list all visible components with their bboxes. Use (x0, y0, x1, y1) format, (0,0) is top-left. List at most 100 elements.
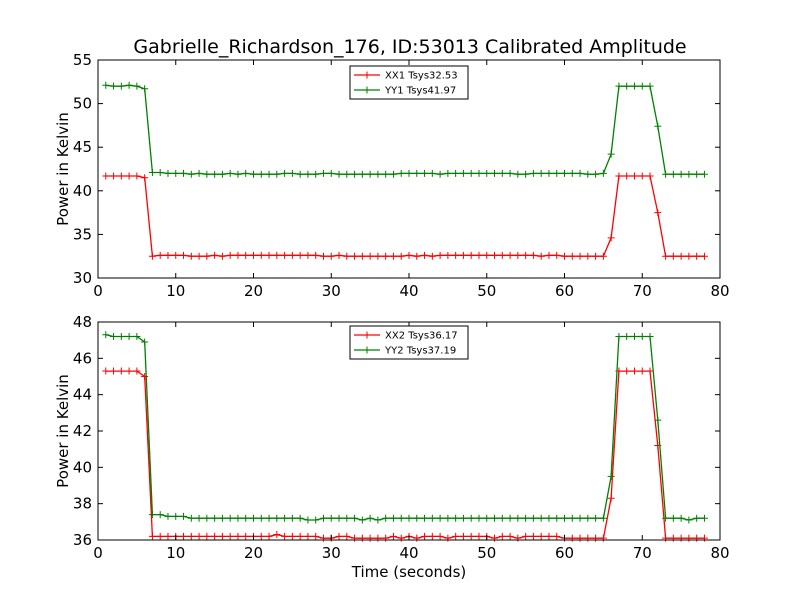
lower-x-tick-label: 20 (244, 544, 263, 562)
upper-series-1-point (436, 251, 444, 259)
lower-series-1-point (156, 532, 164, 540)
lower-series-1-point (662, 534, 670, 542)
upper-series-2-point (545, 169, 553, 177)
upper-series-1-point (584, 252, 592, 260)
lower-series-2-point (452, 514, 460, 522)
upper-series-1-point (374, 252, 382, 260)
lower-series-2-point (234, 514, 242, 522)
upper-series-1-point (623, 172, 631, 180)
lower-series-2-point (273, 514, 281, 522)
upper-series-2-point (211, 170, 219, 178)
lower-series-2-point (374, 516, 382, 524)
lower-series-1-point (669, 534, 677, 542)
upper-series-2-point (382, 170, 390, 178)
lower-legend-label-1: XX2 Tsys36.17 (385, 331, 458, 342)
upper-series-2-point (654, 122, 662, 130)
lower-series-2-point (428, 514, 436, 522)
lower-series-1-point (413, 534, 421, 542)
lower-series-2-point (296, 514, 304, 522)
upper-series-1-point (125, 172, 133, 180)
lower-series-2-point (654, 416, 662, 424)
lower-series-2-point (195, 514, 203, 522)
upper-series-2-point (117, 82, 125, 90)
upper-series-2-point (296, 170, 304, 178)
lower-series-2-point (662, 514, 670, 522)
upper-y-axis-label: Power in Kelvin (54, 112, 72, 226)
lower-series-2-point (257, 514, 265, 522)
upper-series-1-point (444, 251, 452, 259)
upper-series-2-point (351, 170, 359, 178)
lower-series-2-point (436, 514, 444, 522)
upper-y-tick-label: 40 (73, 182, 92, 200)
upper-legend-label-1: XX1 Tsys32.53 (385, 71, 458, 82)
upper-series-1-point (226, 251, 234, 259)
lower-series-2-point (133, 333, 141, 341)
lower-series-2-point (413, 514, 421, 522)
upper-series-1-point (117, 172, 125, 180)
lower-series-2-point (405, 514, 413, 522)
upper-series-1-point (537, 252, 545, 260)
upper-series-2-point (288, 169, 296, 177)
upper-series-2-point (522, 170, 530, 178)
lower-series-2-point (685, 516, 693, 524)
upper-series-2-point (125, 81, 133, 89)
lower-series-2-point (148, 511, 156, 519)
upper-series-1-point (335, 251, 343, 259)
upper-series-2-point (343, 170, 351, 178)
lower-series-1-point (319, 534, 327, 542)
lower-series-2-point (319, 514, 327, 522)
upper-series-1-point (304, 251, 312, 259)
upper-series-2-point (428, 169, 436, 177)
lower-series-2-point (156, 511, 164, 519)
upper-legend-box (349, 65, 469, 100)
lower-x-tick-label: 10 (166, 544, 185, 562)
upper-legend-marker-1 (363, 71, 371, 79)
upper-x-tick-label: 80 (710, 282, 729, 300)
upper-series-2-point (669, 170, 677, 178)
upper-series-2-point (615, 82, 623, 90)
upper-series-2-point (203, 170, 211, 178)
upper-series-2 (102, 81, 708, 178)
upper-series-2-point (102, 81, 110, 89)
upper-series-2-point (218, 170, 226, 178)
upper-series-2-point (234, 170, 242, 178)
lower-series-2-point (599, 514, 607, 522)
upper-series-1-point (475, 251, 483, 259)
lower-series-2-point (646, 333, 654, 341)
upper-series-2-point (623, 82, 631, 90)
lower-series-1-point (125, 367, 133, 375)
upper-series-1-point (545, 251, 553, 259)
upper-series-1-point (428, 252, 436, 260)
lower-series-1-point (203, 532, 211, 540)
lower-series-2-point (203, 514, 211, 522)
lower-series-1-point (226, 532, 234, 540)
lower-series-1-point (211, 532, 219, 540)
upper-series-2-point (630, 82, 638, 90)
lower-series-2-point (117, 333, 125, 341)
upper-x-tick-label: 20 (244, 282, 263, 300)
upper-series-2-point (164, 169, 172, 177)
lower-series-1-point (522, 532, 530, 540)
upper-series-2-point (312, 170, 320, 178)
lower-series-2-point (677, 514, 685, 522)
upper-y-tick-label: 50 (73, 95, 92, 113)
lower-series-2-point (180, 512, 188, 520)
upper-y-tick-label: 35 (73, 225, 92, 243)
lower-series-1-point (102, 367, 110, 375)
upper-series-1-point (599, 252, 607, 260)
upper-series-1-point (669, 252, 677, 260)
upper-series-2-point (568, 169, 576, 177)
lower-series-2-point (389, 514, 397, 522)
upper-series-1-point (195, 252, 203, 260)
lower-series-2-point (553, 514, 561, 522)
upper-series-2-point (638, 82, 646, 90)
upper-series-1-point (211, 251, 219, 259)
upper-series-1-point (102, 172, 110, 180)
lower-series-2-point (351, 514, 359, 522)
lower-series-2-point (444, 514, 452, 522)
lower-x-tick-label: 50 (477, 544, 496, 562)
upper-x-tick-label: 0 (93, 282, 103, 300)
lower-series-1-point (242, 532, 250, 540)
